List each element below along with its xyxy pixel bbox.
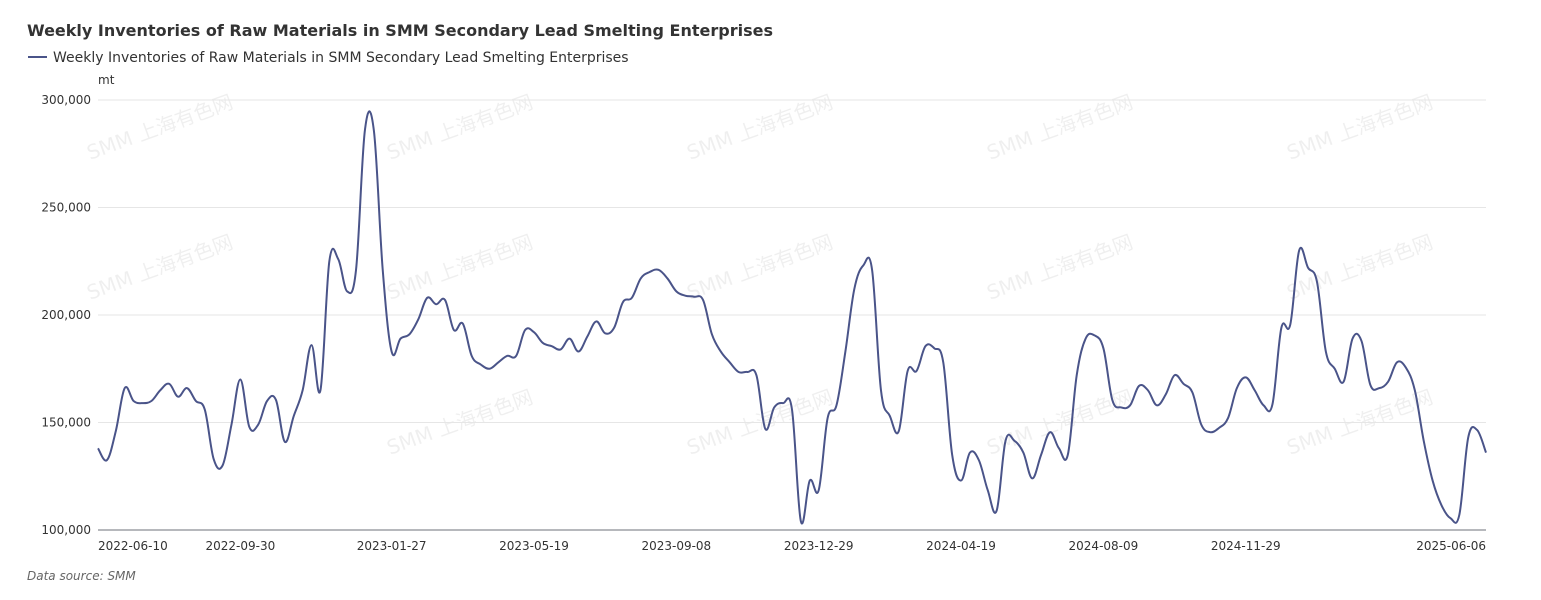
y-tick-label: 200,000 bbox=[41, 308, 91, 322]
watermark: SMM 上海有色网 bbox=[84, 230, 237, 305]
x-tick-label: 2024-11-29 bbox=[1211, 539, 1281, 553]
y-tick-label: 100,000 bbox=[41, 523, 91, 537]
y-tick-label: 250,000 bbox=[41, 201, 91, 215]
watermark: SMM 上海有色网 bbox=[1284, 230, 1437, 305]
watermark: SMM 上海有色网 bbox=[984, 90, 1137, 165]
x-tick-label: 2024-08-09 bbox=[1069, 539, 1139, 553]
x-tick-label: 2022-06-10 bbox=[98, 539, 168, 553]
watermark: SMM 上海有色网 bbox=[1284, 90, 1437, 165]
x-tick-label: 2025-06-06 bbox=[1416, 539, 1486, 553]
x-tick-label: 2023-05-19 bbox=[499, 539, 569, 553]
watermark: SMM 上海有色网 bbox=[384, 90, 537, 165]
data-source: Data source: SMM bbox=[27, 569, 136, 583]
watermark: SMM 上海有色网 bbox=[84, 90, 237, 165]
y-unit: mt bbox=[98, 73, 115, 87]
watermark: SMM 上海有色网 bbox=[384, 230, 537, 305]
x-tick-label: 2023-12-29 bbox=[784, 539, 854, 553]
x-tick-label: 2022-09-30 bbox=[205, 539, 275, 553]
x-tick-label: 2024-04-19 bbox=[926, 539, 996, 553]
watermark: SMM 上海有色网 bbox=[684, 90, 837, 165]
line-series bbox=[97, 110, 1487, 525]
y-tick-label: 300,000 bbox=[41, 93, 91, 107]
chart-title: Weekly Inventories of Raw Materials in S… bbox=[27, 21, 773, 40]
y-tick-label: 150,000 bbox=[41, 416, 91, 430]
x-tick-label: 2023-01-27 bbox=[357, 539, 427, 553]
watermark: SMM 上海有色网 bbox=[984, 230, 1137, 305]
legend-label[interactable]: Weekly Inventories of Raw Materials in S… bbox=[53, 50, 629, 66]
watermark: SMM 上海有色网 bbox=[684, 230, 837, 305]
x-tick-label: 2023-09-08 bbox=[641, 539, 711, 553]
